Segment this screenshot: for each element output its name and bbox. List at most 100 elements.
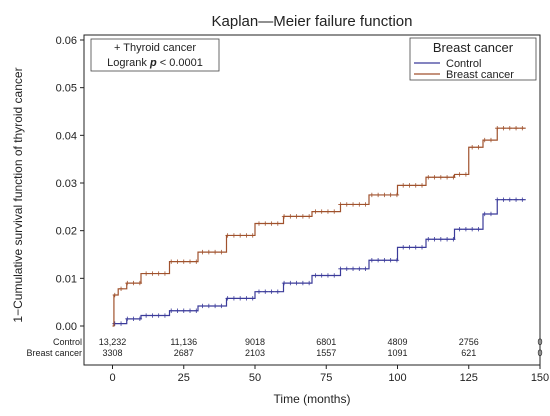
censor-mark-breast-cancer xyxy=(413,183,418,188)
y-tick-label: 0.00 xyxy=(56,321,77,333)
censor-mark-breast-cancer xyxy=(369,192,375,198)
censor-mark-breast-cancer xyxy=(319,209,324,214)
y-tick-label: 0.03 xyxy=(56,178,77,190)
risk-value: 9018 xyxy=(245,337,265,347)
censor-mark-control xyxy=(175,308,180,313)
censor-mark-control xyxy=(275,289,280,294)
censor-mark-control xyxy=(313,273,318,278)
censor-mark-control xyxy=(407,245,412,250)
censor-mark-breast-cancer xyxy=(225,233,230,238)
censor-mark-control xyxy=(250,296,255,301)
censor-mark-control xyxy=(162,313,168,318)
censor-mark-breast-cancer xyxy=(206,249,212,255)
y-tick-label: 0.06 xyxy=(56,35,77,47)
censor-mark-control xyxy=(200,303,205,309)
censor-mark-control xyxy=(244,296,249,301)
risk-value: 1091 xyxy=(387,348,407,358)
censor-mark-breast-cancer xyxy=(194,259,199,264)
censor-mark-control xyxy=(394,258,400,263)
y-axis-label: 1−Cumulative survival function of thyroi… xyxy=(11,67,25,322)
censor-mark-control xyxy=(319,273,324,278)
series-line-control xyxy=(112,199,526,325)
censor-mark-control xyxy=(350,266,356,271)
censor-mark-control xyxy=(419,245,425,250)
annotation-thyroid: + Thyroid cancer xyxy=(114,42,196,54)
legend-label-control: Control xyxy=(446,58,481,70)
censor-mark-breast-cancer xyxy=(344,202,349,207)
risk-value: 2687 xyxy=(174,348,194,358)
censor-mark-control xyxy=(357,266,362,271)
censor-mark-control xyxy=(212,303,218,309)
risk-value: 11,136 xyxy=(170,337,197,347)
censor-mark-control xyxy=(520,197,525,202)
y-tick-label: 0.04 xyxy=(56,130,77,142)
censor-mark-control xyxy=(444,237,450,242)
censor-mark-breast-cancer xyxy=(300,214,306,219)
censor-mark-control xyxy=(194,308,199,313)
risk-value: 2756 xyxy=(459,337,479,347)
censor-mark-breast-cancer xyxy=(401,183,406,188)
censor-mark-control xyxy=(325,273,331,278)
censor-mark-breast-cancer xyxy=(231,233,237,238)
censor-mark-breast-cancer xyxy=(332,209,337,214)
censor-mark-control xyxy=(482,211,487,217)
censor-mark-control xyxy=(187,308,193,313)
censor-mark-control xyxy=(501,197,506,202)
x-axis-label: Time (months) xyxy=(274,392,351,406)
risk-value: 0 xyxy=(537,348,542,358)
censor-mark-control xyxy=(150,313,155,318)
y-tick-label: 0.02 xyxy=(56,226,77,238)
censor-mark-control xyxy=(118,321,124,326)
censor-mark-control xyxy=(332,273,337,278)
censor-mark-breast-cancer xyxy=(269,221,274,226)
censor-mark-breast-cancer xyxy=(451,175,456,180)
x-tick-label: 75 xyxy=(320,372,332,384)
censor-mark-breast-cancer xyxy=(112,292,117,298)
risk-value: 2103 xyxy=(245,348,265,358)
censor-mark-breast-cancer xyxy=(275,221,280,226)
censor-mark-control xyxy=(432,237,437,242)
censor-mark-control xyxy=(281,280,287,286)
censor-mark-control xyxy=(495,197,500,202)
censor-mark-breast-cancer xyxy=(313,209,318,214)
censor-mark-control xyxy=(156,313,161,318)
x-tick-label: 100 xyxy=(388,372,406,384)
risk-row-label: Control xyxy=(53,337,82,347)
censor-mark-breast-cancer xyxy=(325,209,331,214)
censor-mark-breast-cancer xyxy=(237,233,243,238)
risk-value: 13,232 xyxy=(99,337,127,347)
censor-mark-breast-cancer xyxy=(118,286,124,292)
censor-mark-breast-cancer xyxy=(432,175,437,180)
censor-mark-control xyxy=(375,258,381,263)
censor-mark-control xyxy=(263,289,268,294)
censor-mark-breast-cancer xyxy=(244,233,249,238)
censor-mark-breast-cancer xyxy=(394,192,400,198)
censor-mark-breast-cancer xyxy=(263,221,268,226)
censor-mark-control xyxy=(488,211,494,217)
x-tick-label: 0 xyxy=(109,372,115,384)
censor-mark-control xyxy=(300,280,306,286)
censor-mark-breast-cancer xyxy=(294,214,299,219)
censor-mark-breast-cancer xyxy=(482,137,487,143)
censor-mark-control xyxy=(237,296,243,301)
censor-mark-breast-cancer xyxy=(407,183,412,188)
risk-value: 4809 xyxy=(387,337,407,347)
censor-mark-breast-cancer xyxy=(137,280,143,286)
censor-mark-breast-cancer xyxy=(501,125,506,131)
censor-mark-control xyxy=(401,245,406,250)
risk-row-label: Breast cancer xyxy=(26,348,82,358)
x-tick-label: 125 xyxy=(460,372,478,384)
censor-mark-breast-cancer xyxy=(444,175,450,180)
censor-mark-breast-cancer xyxy=(419,183,425,188)
censor-mark-control xyxy=(513,197,519,202)
x-axis: 0 25 50 75 100 125 150 xyxy=(109,365,549,384)
risk-value: 621 xyxy=(461,348,476,358)
censor-mark-breast-cancer xyxy=(388,192,393,198)
legend-frame xyxy=(409,37,537,81)
logrank-p: p xyxy=(149,57,157,69)
censor-mark-control xyxy=(112,321,117,326)
censor-mark-breast-cancer xyxy=(507,125,512,131)
censor-mark-breast-cancer xyxy=(488,137,494,143)
y-tick-label: 0.01 xyxy=(56,273,77,285)
censor-mark-breast-cancer xyxy=(513,125,519,131)
